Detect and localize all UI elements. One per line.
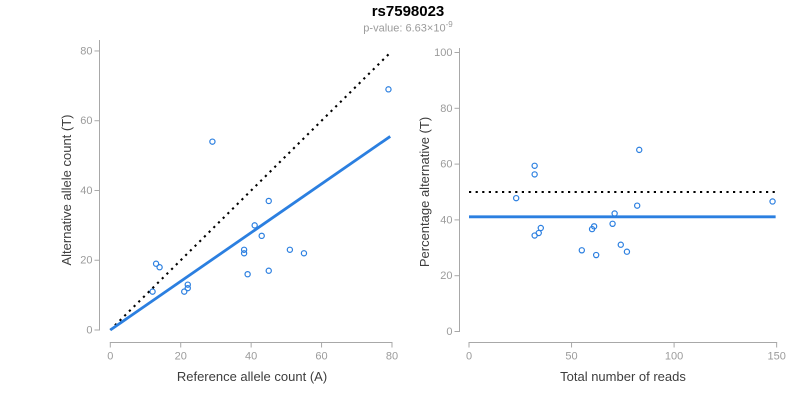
- data-point: [512, 194, 520, 202]
- figure-title: rs7598023: [371, 3, 445, 20]
- right-x-axis-title: Total number of reads: [560, 369, 686, 384]
- x-tick-label: 100: [665, 351, 683, 363]
- data-point: [240, 246, 248, 253]
- data-point: [300, 250, 308, 257]
- data-point: [240, 250, 248, 257]
- y-tick-label: 60: [440, 159, 452, 171]
- pvalue-exponent: -9: [445, 20, 453, 29]
- figure-subtitle: p-value: 6.63×10-9: [8, 20, 800, 35]
- x-tick-label: 0: [466, 351, 472, 363]
- data-point: [385, 86, 392, 93]
- data-point: [184, 284, 191, 292]
- data-point: [265, 267, 272, 274]
- allele-counts-plot: 0 20 40 60 80 0 20 40 60 80: [80, 40, 398, 363]
- left-x-axis-title: Reference allele count (A): [176, 369, 328, 384]
- y-tick-label: 60: [80, 115, 92, 127]
- y-tick-label: 0: [446, 326, 452, 338]
- data-point: [531, 171, 538, 178]
- x-tick-label: 40: [245, 351, 257, 363]
- y-tick-label: 100: [434, 47, 452, 59]
- data-point: [636, 146, 643, 154]
- data-point: [617, 241, 624, 248]
- data-point: [152, 260, 160, 267]
- right-y-axis-title-text: Percentage alternative (T): [417, 116, 432, 268]
- identity-line: [109, 51, 391, 331]
- data-point: [537, 224, 544, 232]
- data-point: [244, 270, 251, 278]
- data-point: [578, 247, 586, 254]
- percentage-alternative-plot: 0 20 40 60 80 100 0 50 100 150: [434, 47, 786, 363]
- data-point: [588, 225, 596, 233]
- y-tick-label: 20: [440, 270, 452, 282]
- data-point: [531, 162, 538, 169]
- x-tick-label: 150: [767, 351, 785, 363]
- y-tick-label: 80: [80, 45, 92, 57]
- x-tick-label: 60: [315, 351, 327, 363]
- y-tick-label: 40: [440, 214, 452, 226]
- x-tick-label: 80: [386, 351, 398, 363]
- x-tick-label: 0: [107, 351, 113, 363]
- data-point: [769, 198, 776, 205]
- data-point: [149, 288, 156, 295]
- data-point: [184, 281, 191, 288]
- data-point: [156, 264, 163, 271]
- data-point: [623, 248, 631, 255]
- regression-line: [109, 135, 392, 332]
- left-y-axis-title-text: Alternative allele count (T): [59, 114, 74, 266]
- x-tick-label: 50: [565, 351, 577, 363]
- y-tick-label: 40: [80, 185, 92, 197]
- data-point: [181, 288, 188, 295]
- data-point: [286, 246, 294, 253]
- data-point: [611, 210, 618, 217]
- y-tick-label: 80: [440, 103, 452, 115]
- data-point: [633, 202, 641, 209]
- data-point: [609, 220, 616, 228]
- pvalue-text: p-value: 6.63×10: [363, 22, 446, 35]
- y-tick-label: 20: [80, 255, 92, 267]
- x-tick-label: 20: [175, 351, 187, 363]
- data-point: [535, 229, 542, 237]
- data-point: [209, 138, 216, 145]
- y-tick-label: 0: [86, 325, 92, 337]
- data-point: [251, 222, 258, 229]
- data-point: [258, 232, 265, 240]
- data-point: [265, 197, 272, 205]
- data-point: [592, 251, 600, 259]
